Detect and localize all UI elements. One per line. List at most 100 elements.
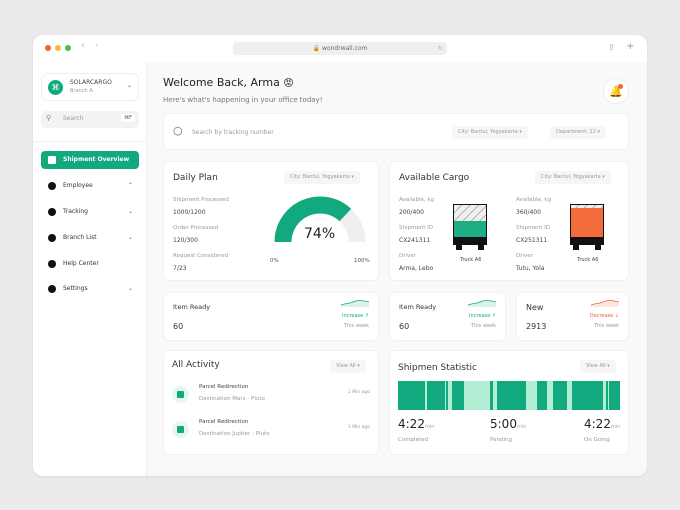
- tracking-search-card: ○ Search by tracking number City: Bantul…: [163, 113, 629, 150]
- activity-subtitle: Destination Jupiter - Pluto: [199, 431, 270, 437]
- chevron-down-icon: ⌄: [127, 234, 133, 241]
- progress-gauge: [274, 196, 366, 243]
- metric-value: 60: [399, 322, 410, 331]
- shipment-id-value: CX251311: [516, 237, 548, 244]
- card-title: Available Cargo: [399, 173, 470, 183]
- truck-cargo-icon: [453, 204, 487, 238]
- shipment-id-label: Shipment ID: [516, 225, 550, 231]
- sparkline: [341, 300, 369, 307]
- new-tab-icon[interactable]: +: [626, 41, 635, 52]
- statistic-segment: [452, 381, 465, 410]
- stat-value: 7/23: [173, 265, 187, 272]
- activity-time: 1 Min ago: [347, 425, 370, 430]
- close-dot[interactable]: [45, 45, 51, 51]
- sidebar-item-label: Branch List: [63, 234, 97, 241]
- browser-window: ‹ › 🔒 wondrwall.com ↻ ⇪ + ⌘ SOLARCARGO Br…: [33, 35, 647, 476]
- sidebar-item-tracking[interactable]: Tracking ⌄: [41, 203, 139, 221]
- period-label: This week: [594, 323, 619, 329]
- metric-card: Item Ready 60 Increase ↑ This week: [389, 292, 506, 341]
- gauge-min: 0%: [270, 258, 279, 264]
- tracking-search-input[interactable]: Search by tracking number: [192, 129, 274, 136]
- share-icon[interactable]: ⇪: [608, 43, 615, 52]
- search-icon: ○: [173, 124, 183, 137]
- sidebar-item-label: Tracking: [63, 208, 88, 215]
- brand-logo-icon: ⌘: [48, 80, 63, 95]
- metric-card: Item Ready 60 Increase ↑ This week: [163, 292, 379, 341]
- activity-subtitle: Destination Mars - Pluto: [199, 396, 265, 402]
- stat-value: 120/300: [173, 237, 198, 244]
- statistic-segment: [609, 381, 620, 410]
- divider: [33, 141, 147, 142]
- page-title: Welcome Back, Arma 😡: [163, 76, 294, 89]
- city-dropdown[interactable]: City: Bantul, Yogyakarta ▾: [452, 126, 528, 139]
- shipment-id-label: Shipment ID: [399, 225, 433, 231]
- activity-title: Parcel Redirection: [199, 384, 249, 390]
- sparkline: [591, 300, 619, 307]
- back-icon[interactable]: ‹: [81, 41, 85, 51]
- sidebar-item-employee[interactable]: Employee ⌃: [41, 177, 139, 195]
- city-dropdown[interactable]: City: Bantul, Yogyakarta ▾: [284, 171, 360, 184]
- grid-icon: [48, 156, 56, 164]
- driver-value: Arma, Lebo: [399, 265, 434, 272]
- shipment-id-value: CX241311: [399, 237, 431, 244]
- notification-bell-icon[interactable]: 🔔: [603, 78, 629, 104]
- sidebar-item-label: Employee: [63, 182, 93, 189]
- time-unit: min: [610, 424, 621, 430]
- view-all-dropdown[interactable]: View All ▾: [580, 360, 616, 373]
- statistic-segment: [553, 381, 567, 410]
- city-dropdown[interactable]: City: Bantul, Yogyakarta ▾: [535, 171, 611, 184]
- building-icon: [48, 234, 56, 242]
- sidebar-item-settings[interactable]: Settings ⌄: [41, 280, 139, 298]
- all-activity-card: All Activity View All ▾ Parcel Redirecti…: [163, 350, 379, 455]
- brand-switcher[interactable]: ⌘ SOLARCARGO Branch A ⌄: [41, 73, 139, 101]
- available-label: Available, kg: [399, 197, 435, 203]
- driver-label: Driver: [399, 253, 416, 259]
- time-value: 5:00: [490, 417, 517, 431]
- statistic-segment: [489, 381, 493, 410]
- sidebar-item-label: Shipment Overview: [63, 156, 130, 163]
- gauge-percent: 74%: [304, 226, 336, 242]
- sidebar-item-shipment-overview[interactable]: Shipment Overview: [41, 151, 139, 169]
- chevron-down-icon: ⌄: [126, 82, 132, 89]
- statistic-bar: [398, 381, 620, 410]
- sidebar-item-branch-list[interactable]: Branch List ⌄: [41, 229, 139, 247]
- sidebar-item-help-center[interactable]: Help Center: [41, 255, 139, 273]
- minimize-dot[interactable]: [55, 45, 61, 51]
- sidebar-search[interactable]: ⚲ Search ⌘F: [41, 111, 139, 128]
- metric-label: New: [526, 303, 544, 312]
- help-icon: [48, 260, 56, 268]
- card-title: All Activity: [172, 360, 220, 370]
- available-value: 200/400: [399, 209, 424, 216]
- period-label: This week: [344, 323, 369, 329]
- trend-label: Increase ↑: [469, 313, 496, 319]
- main-content: Welcome Back, Arma 😡 Here's what's happe…: [147, 62, 647, 476]
- metric-card: New 2913 Decrease ↓ This week: [516, 292, 629, 341]
- truck-name: Truck A6: [577, 257, 599, 263]
- statistic-label: Pending: [490, 437, 512, 443]
- package-icon: [172, 421, 189, 438]
- statistic-segment: [605, 381, 608, 410]
- statistic-label: On Going: [584, 437, 610, 443]
- package-icon: [172, 386, 189, 403]
- notification-dot: [618, 84, 623, 89]
- trend-label: Decrease ↓: [589, 313, 619, 319]
- stat-value: 1000/1200: [173, 209, 206, 216]
- url-bar[interactable]: 🔒 wondrwall.com ↻: [233, 42, 447, 55]
- department-dropdown[interactable]: Department: 12 ▾: [550, 126, 607, 139]
- available-label: Available, kg: [516, 197, 552, 203]
- truck-bumper: [453, 238, 487, 245]
- gauge-icon: [48, 208, 56, 216]
- statistic-segment: [572, 381, 604, 410]
- reload-icon[interactable]: ↻: [437, 45, 443, 52]
- emoji: 😡: [283, 78, 294, 89]
- branch-name: Branch A: [70, 88, 93, 94]
- user-icon: [48, 182, 56, 190]
- metric-value: 2913: [526, 322, 547, 331]
- forward-icon[interactable]: ›: [95, 41, 99, 51]
- statistic-segment: [445, 381, 448, 410]
- view-all-dropdown[interactable]: View All ▾: [330, 360, 366, 373]
- maximize-dot[interactable]: [65, 45, 71, 51]
- daily-plan-card: Daily Plan City: Bantul, Yogyakarta ▾ Sh…: [163, 161, 379, 281]
- truck-cargo-icon: [570, 204, 604, 238]
- chevron-down-icon: ⌄: [127, 208, 133, 215]
